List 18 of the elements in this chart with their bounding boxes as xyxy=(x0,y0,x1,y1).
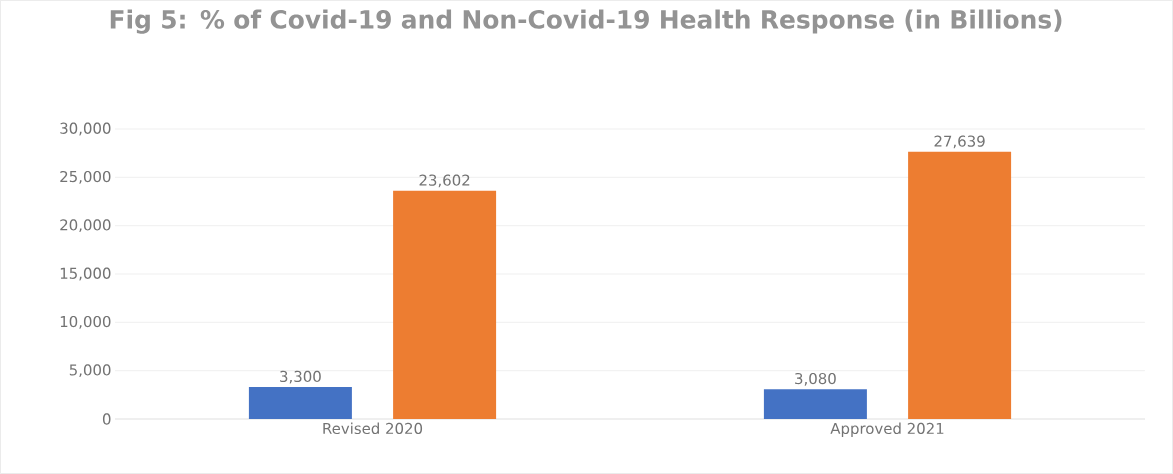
bar xyxy=(763,389,867,419)
y-tick-label: 10,000 xyxy=(60,315,111,329)
y-tick-label: 5,000 xyxy=(69,364,111,378)
data-label: 3,300 xyxy=(280,370,321,384)
data-label: 27,639 xyxy=(934,135,985,149)
data-label: 3,080 xyxy=(795,372,836,386)
y-tick-label: 25,000 xyxy=(60,170,111,184)
x-tick-label: Approved 2021 xyxy=(830,422,944,437)
data-label: 23,602 xyxy=(419,174,470,188)
bar xyxy=(393,190,497,419)
y-tick-label: 0 xyxy=(102,413,111,425)
bar xyxy=(908,151,1012,419)
y-tick-label: 20,000 xyxy=(60,219,111,233)
bar xyxy=(248,387,352,419)
chart-title: Fig 5: % of Covid-19 and Non-Covid-19 Health Response (in Billions) xyxy=(110,9,1062,34)
y-tick-label: 15,000 xyxy=(60,267,111,281)
x-tick-label: Revised 2020 xyxy=(323,422,423,435)
y-tick-label: 30,000 xyxy=(60,122,111,136)
